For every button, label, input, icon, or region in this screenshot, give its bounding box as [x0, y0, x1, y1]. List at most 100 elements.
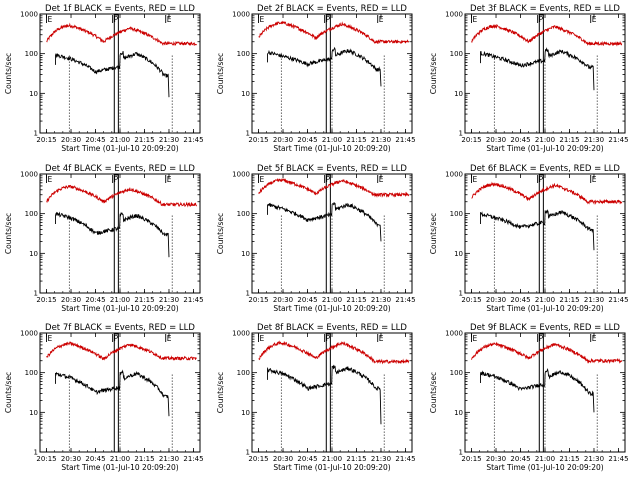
marker-label: E	[48, 175, 53, 184]
panel-det-5: Det 5f BLACK = Events, RED = LLD 1 10 100 10…	[216, 164, 416, 313]
y-tick-label: 1000	[445, 171, 463, 179]
y-tick-label: 10	[241, 90, 250, 98]
gap-box	[538, 174, 544, 294]
marker-label: E	[260, 334, 265, 343]
x-tick-label: 20:15	[461, 136, 481, 144]
x-tick-label: 20:15	[461, 296, 481, 304]
panel-det-9: Det 9f BLACK = Events, RED = LLD 1 10 100 10…	[429, 323, 629, 472]
y-tick-label: 100	[237, 210, 250, 218]
marker-e: E	[377, 15, 384, 24]
x-tick-label: 21:15	[346, 455, 366, 463]
x-tick-label: 21:30	[371, 296, 391, 304]
series-events	[55, 51, 170, 98]
x-tick-label: 21:15	[559, 136, 579, 144]
marker-label: E	[260, 15, 265, 24]
y-tick-label: 100	[450, 50, 463, 58]
series-lld	[471, 24, 623, 47]
y-tick-label: 1	[34, 290, 38, 298]
x-tick-label: 20:45	[297, 296, 317, 304]
y-tick-label: 1000	[232, 11, 250, 19]
x-tick-label: 20:30	[273, 296, 293, 304]
marker-label: E	[167, 334, 172, 343]
y-tick-label: 100	[25, 210, 38, 218]
gap-box	[538, 14, 544, 134]
y-axis-label: Counts/sec	[429, 53, 438, 94]
marker-e: E	[590, 175, 597, 184]
y-tick-label: 1000	[232, 330, 250, 338]
series-lld	[258, 340, 410, 365]
series-events	[480, 209, 595, 251]
marker-e: E	[165, 15, 172, 24]
y-tick-label: 1	[459, 290, 463, 298]
y-axis-label: Counts/sec	[429, 213, 438, 254]
marker-p: P	[537, 175, 544, 184]
x-tick-label: 21:15	[134, 136, 154, 144]
marker-label: E	[48, 15, 53, 24]
x-axis-label: Start Time (01-Jul-10 20:09:20)	[273, 463, 390, 472]
gap-box	[113, 333, 119, 453]
plot-frame	[464, 332, 626, 453]
x-tick-label: 20:45	[510, 296, 530, 304]
panel-title: Det 7f BLACK = Events, RED = LLD	[45, 323, 195, 333]
panel-det-7: Det 7f BLACK = Events, RED = LLD 1 10 100 10…	[4, 323, 204, 472]
panel-title: Det 9f BLACK = Events, RED = LLD	[470, 323, 620, 333]
y-tick-label: 1	[34, 130, 38, 138]
marker-e: E	[471, 15, 478, 24]
marker-e: E	[258, 334, 265, 343]
marker-e: E	[471, 334, 478, 343]
panel-title: Det 8f BLACK = Events, RED = LLD	[257, 323, 407, 333]
panel-title: Det 4f BLACK = Events, RED = LLD	[45, 164, 195, 174]
gap-box	[325, 174, 331, 294]
gap-box	[538, 333, 544, 453]
y-axis-label: Counts/sec	[4, 213, 13, 254]
series-events	[55, 211, 170, 258]
x-tick-label: 21:00	[110, 296, 130, 304]
marker-e: E	[377, 175, 384, 184]
y-tick-label: 1	[459, 449, 463, 457]
x-tick-label: 21:30	[159, 455, 179, 463]
panel-det-1: Det 1f BLACK = Events, RED = LLD 1 10 100 10…	[4, 4, 204, 153]
marker-label: P	[114, 175, 119, 184]
y-tick-label: 1	[34, 449, 38, 457]
series-events	[480, 47, 595, 91]
x-tick-label: 21:45	[183, 455, 203, 463]
y-tick-label: 100	[237, 369, 250, 377]
x-axis-label: Start Time (01-Jul-10 20:09:20)	[486, 304, 603, 313]
x-tick-label: 20:15	[248, 296, 268, 304]
x-tick-label: 21:45	[395, 455, 415, 463]
x-tick-label: 20:30	[61, 455, 81, 463]
x-tick-label: 20:45	[85, 455, 105, 463]
panel-det-4: Det 4f BLACK = Events, RED = LLD 1 10 100 10…	[4, 164, 204, 313]
y-tick-label: 10	[454, 409, 463, 417]
series-lld	[46, 341, 197, 361]
x-tick-label: 20:15	[461, 455, 481, 463]
x-tick-label: 21:15	[134, 296, 154, 304]
marker-label: E	[48, 334, 53, 343]
x-tick-label: 20:30	[486, 136, 506, 144]
marker-label: E	[379, 334, 384, 343]
x-tick-label: 21:15	[346, 296, 366, 304]
gap-box	[325, 333, 331, 453]
marker-e: E	[165, 175, 172, 184]
series-lld	[471, 181, 623, 205]
x-tick-label: 21:00	[110, 455, 130, 463]
x-tick-label: 20:45	[297, 136, 317, 144]
x-axis-label: Start Time (01-Jul-10 20:09:20)	[61, 463, 178, 472]
x-tick-label: 21:15	[559, 296, 579, 304]
marker-label: E	[473, 175, 478, 184]
y-tick-label: 10	[29, 250, 38, 258]
panel-det-2: Det 2f BLACK = Events, RED = LLD 1 10 100 10…	[216, 4, 416, 153]
panel-title: Det 1f BLACK = Events, RED = LLD	[45, 4, 195, 14]
y-tick-label: 10	[241, 250, 250, 258]
marker-label: E	[592, 15, 597, 24]
marker-label: E	[379, 175, 384, 184]
x-tick-label: 21:15	[346, 136, 366, 144]
panel-title: Det 2f BLACK = Events, RED = LLD	[257, 4, 407, 14]
y-tick-label: 10	[241, 409, 250, 417]
x-tick-label: 21:00	[322, 455, 342, 463]
x-tick-label: 21:00	[535, 455, 555, 463]
y-axis-label: Counts/sec	[216, 372, 225, 413]
y-axis-label: Counts/sec	[4, 53, 13, 94]
series-events	[267, 202, 382, 242]
marker-label: P	[326, 15, 331, 24]
